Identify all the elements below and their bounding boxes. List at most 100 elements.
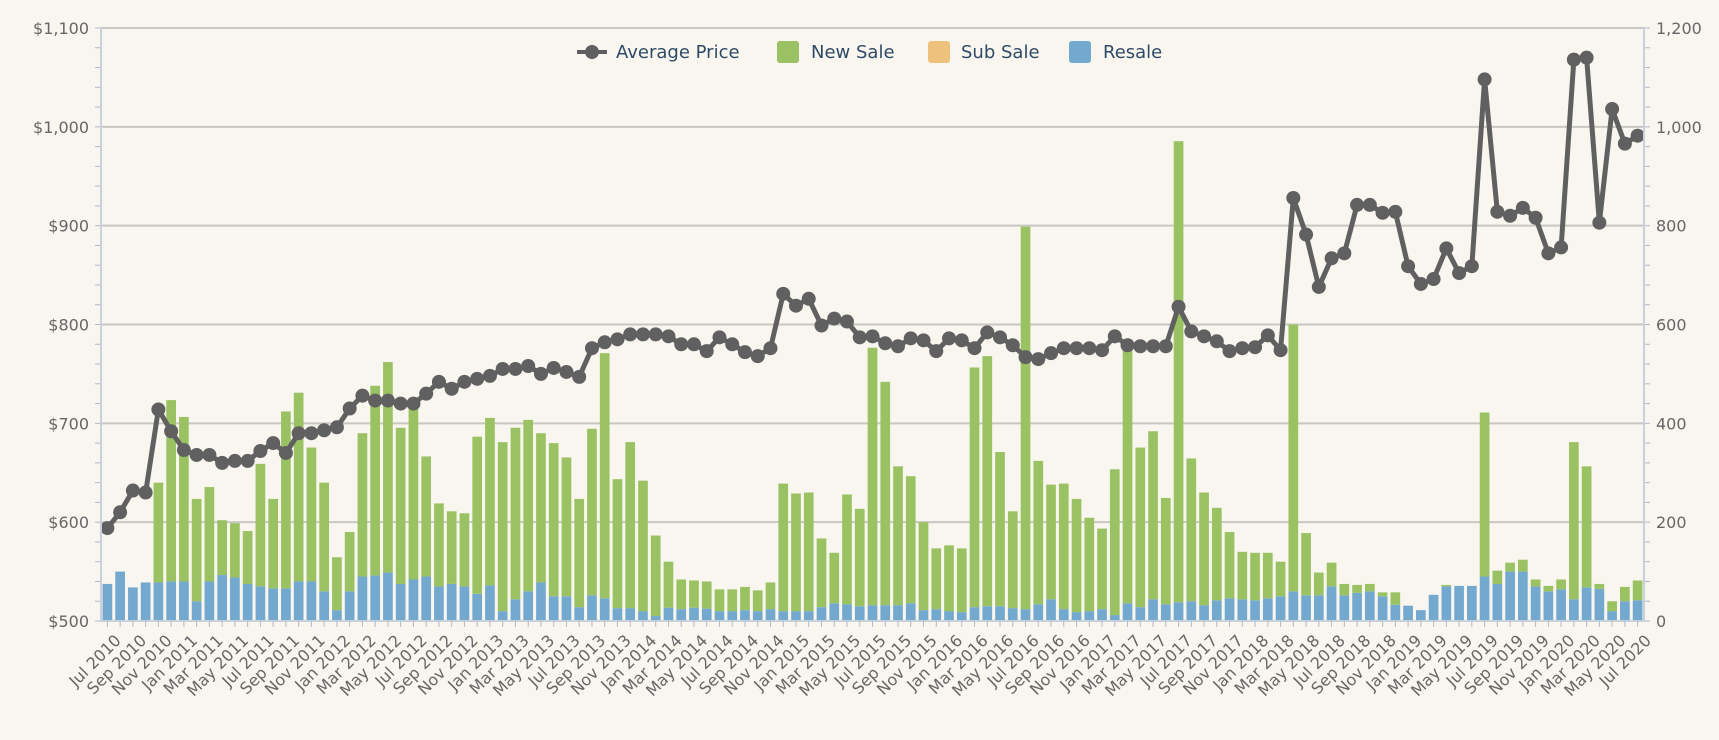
new-sale-bar [370,385,381,576]
new-sale-bar [714,589,725,612]
resale-bar [115,571,125,621]
resale-bar [1313,595,1324,621]
left-axis-tick-label: $1,100 [33,19,89,38]
average-price-point [393,396,408,411]
average-price-point [100,521,115,536]
average-price-point [125,483,140,498]
new-sale-bar [344,532,355,592]
average-price-point [1146,339,1161,354]
resale-bar [434,586,444,621]
resale-bar [421,576,432,621]
average-price-point [1490,204,1505,219]
average-price-point [508,361,523,376]
average-price-point [1350,197,1365,212]
resale-bar [1020,609,1031,621]
average-price-point [929,344,944,359]
new-sale-bar [1097,528,1107,610]
resale-bar [1492,583,1503,621]
average-price-point [1439,241,1454,256]
resale-bar [1620,601,1630,621]
average-price-point [380,393,395,408]
new-sale-bar [1046,484,1056,600]
average-price-point [942,331,957,346]
resale-bar [166,581,176,621]
legend-item-average-price[interactable]: Average Price [577,42,740,63]
average-price-point [559,364,574,379]
new-sale-bar [1122,339,1133,604]
average-price-point [1362,197,1377,212]
average-price-point [878,336,893,351]
new-sale-bar [1390,592,1401,605]
average-price-point [572,369,587,384]
resale-bar [587,595,597,621]
resale-bar [548,596,559,621]
new-sale-bar [357,433,368,577]
resale-bar [1135,607,1146,621]
resale-bar [1224,598,1235,621]
average-price-point [1082,341,1097,356]
new-sale-bar [1199,492,1209,606]
new-sale-bar [918,522,929,611]
legend-item-new-sale[interactable]: New Sale [777,41,895,63]
new-sale-bar [854,508,865,607]
resale-bar [765,609,776,621]
resale-bar [625,608,636,621]
average-price-point [1107,329,1122,344]
legend-item-resale[interactable]: Resale [1069,41,1162,63]
average-price-point [1426,272,1441,287]
average-price-point [317,423,332,438]
average-price-point [1388,204,1403,219]
resale-bar [752,611,763,621]
resale-bar [676,609,687,621]
new-sale-bar [1518,559,1528,572]
new-sale-bar [459,513,470,587]
average-price-point [419,386,434,401]
average-price-point [686,337,701,352]
new-sale-bar [740,586,750,611]
new-sale-bar [765,582,776,610]
legend-item-sub-sale[interactable]: Sub Sale [928,41,1040,63]
resale-bar [1301,595,1311,621]
resale-bar [650,616,661,621]
new-sale-bar [778,483,789,612]
legend[interactable]: Average Price New Sale Sub Sale Resale [577,41,1162,63]
resale-bar [638,611,648,621]
right-axis-tick-label: 1,000 [1656,118,1702,137]
resale-bar [485,585,495,621]
average-price-point [852,330,867,345]
average-price-point [776,286,791,301]
new-sale-bar [217,520,227,576]
average-price-point [521,359,536,374]
average-price-point [215,455,230,470]
new-sale-bar [1301,533,1311,596]
resale-bar [1339,595,1350,621]
resale-bar [1505,571,1515,621]
average-price-point [202,447,217,462]
resale-bar [140,582,151,621]
resale-bar [969,607,980,621]
new-sale-bar [1377,592,1388,597]
new-sale-bar [1148,431,1158,600]
average-price-point [431,374,446,389]
resale-bar [1377,596,1388,621]
average-price-point [1566,52,1581,67]
new-sale-bar [803,492,814,612]
resale-bar [1594,588,1605,621]
new-sale-bar [842,494,852,605]
average-price-point [814,318,829,333]
average-price-point [457,374,472,389]
new-sale-bar [153,482,164,583]
new-sale-bar [650,535,661,617]
new-sale-bar [663,561,674,608]
average-price-point [1044,346,1059,361]
resale-bar [1173,602,1184,621]
resale-bar [357,576,368,621]
new-sale-bar [561,457,572,597]
resale-bar [446,583,457,621]
average-price-marker-icon [585,45,599,59]
average-price-point [1554,240,1569,255]
average-price-point [1209,334,1224,349]
left-axis-tick-label: $900 [48,217,89,236]
new-sale-bar [1594,583,1605,589]
resale-bar [663,607,674,621]
